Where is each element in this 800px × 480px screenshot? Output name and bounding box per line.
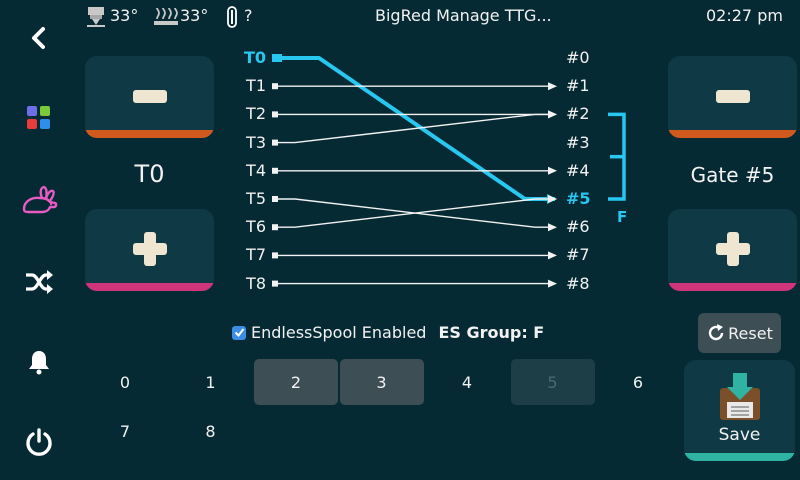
extruder-temp: 33° — [110, 6, 139, 25]
save-label: Save — [718, 425, 761, 445]
tool-label: T8 — [246, 273, 266, 293]
gate-increment-button[interactable] — [668, 209, 797, 291]
clock: 02:27 pm — [706, 6, 783, 25]
gate-label: #5 — [566, 189, 591, 208]
endless-spool-checkbox[interactable] — [232, 325, 246, 340]
rabbit-icon — [22, 185, 58, 214]
mmu-button[interactable] — [0, 170, 78, 230]
save-icon — [720, 373, 760, 420]
minus-icon — [133, 90, 167, 103]
mapping-line — [272, 251, 557, 260]
reset-label: Reset — [728, 323, 773, 343]
mapping-line — [272, 279, 557, 288]
gate-button[interactable]: 0 — [119, 372, 131, 392]
refresh-icon — [708, 324, 724, 341]
tool-increment-button[interactable] — [85, 209, 214, 291]
tool-label: T7 — [246, 245, 266, 265]
gate-button[interactable]: 6 — [632, 372, 644, 392]
shuffle-icon — [26, 270, 53, 294]
gate-decrement-button[interactable] — [668, 56, 797, 138]
mapping-line — [272, 195, 557, 231]
gate-button: 5 — [510, 359, 595, 405]
shuffle-button[interactable] — [0, 252, 78, 312]
gate-label: #8 — [566, 273, 590, 293]
endless-spool-row: EndlessSpool Enabled ES Group: F — [232, 323, 544, 342]
bell-icon — [29, 351, 49, 375]
gate-button[interactable]: 3 — [339, 359, 424, 405]
power-button[interactable] — [0, 412, 78, 472]
gate-button[interactable]: 7 — [119, 421, 131, 441]
gate-button[interactable]: 8 — [205, 421, 216, 441]
check-icon — [234, 328, 244, 338]
group-letter: F — [617, 208, 628, 226]
extruder-icon — [87, 7, 105, 27]
reset-button[interactable]: Reset — [698, 313, 781, 353]
gate-button[interactable]: 1 — [205, 372, 216, 392]
dashboard-button[interactable] — [0, 88, 78, 148]
tool-label: T1 — [246, 76, 266, 96]
tool-label: T2 — [246, 104, 266, 124]
gate-label: #2 — [566, 104, 590, 124]
selected-gate-label: Gate #5 — [690, 163, 775, 187]
tool-label: T4 — [246, 160, 266, 180]
selected-tool-label: T0 — [134, 160, 165, 188]
es-group-label: ES Group: F — [438, 323, 545, 342]
mapping-line — [272, 82, 557, 91]
gate-button[interactable]: 2 — [254, 359, 338, 405]
tool-label: T5 — [246, 189, 266, 208]
gate-button[interactable]: 4 — [461, 372, 473, 392]
back-arrow-icon — [32, 27, 45, 49]
save-button[interactable]: Save — [684, 360, 795, 461]
notifications-button[interactable] — [0, 332, 78, 392]
gate-label: #3 — [566, 132, 590, 152]
gate-label: #7 — [566, 245, 590, 265]
filament-status: ? — [244, 6, 253, 25]
gate-label: #1 — [566, 76, 590, 96]
back-button[interactable] — [0, 8, 78, 68]
page-title: BigRed Manage TTG... — [375, 6, 552, 25]
endless-spool-label: EndlessSpool Enabled — [251, 323, 427, 342]
gate-label: #0 — [566, 48, 590, 67]
tool-label: T0 — [243, 48, 266, 67]
filament-sensor-icon — [227, 6, 237, 28]
bed-temp: 33° — [180, 6, 209, 25]
grid-icon — [27, 106, 50, 129]
mapping-line — [272, 166, 557, 175]
gate-label: #4 — [566, 160, 590, 180]
tool-decrement-button[interactable] — [85, 56, 214, 138]
tool-label: T3 — [246, 132, 266, 152]
power-icon — [26, 428, 52, 456]
bed-heater-icon — [154, 7, 178, 25]
minus-icon — [716, 90, 750, 103]
gate-label: #6 — [566, 217, 590, 237]
mapping-line — [272, 110, 557, 146]
tool-label: T6 — [246, 217, 266, 237]
